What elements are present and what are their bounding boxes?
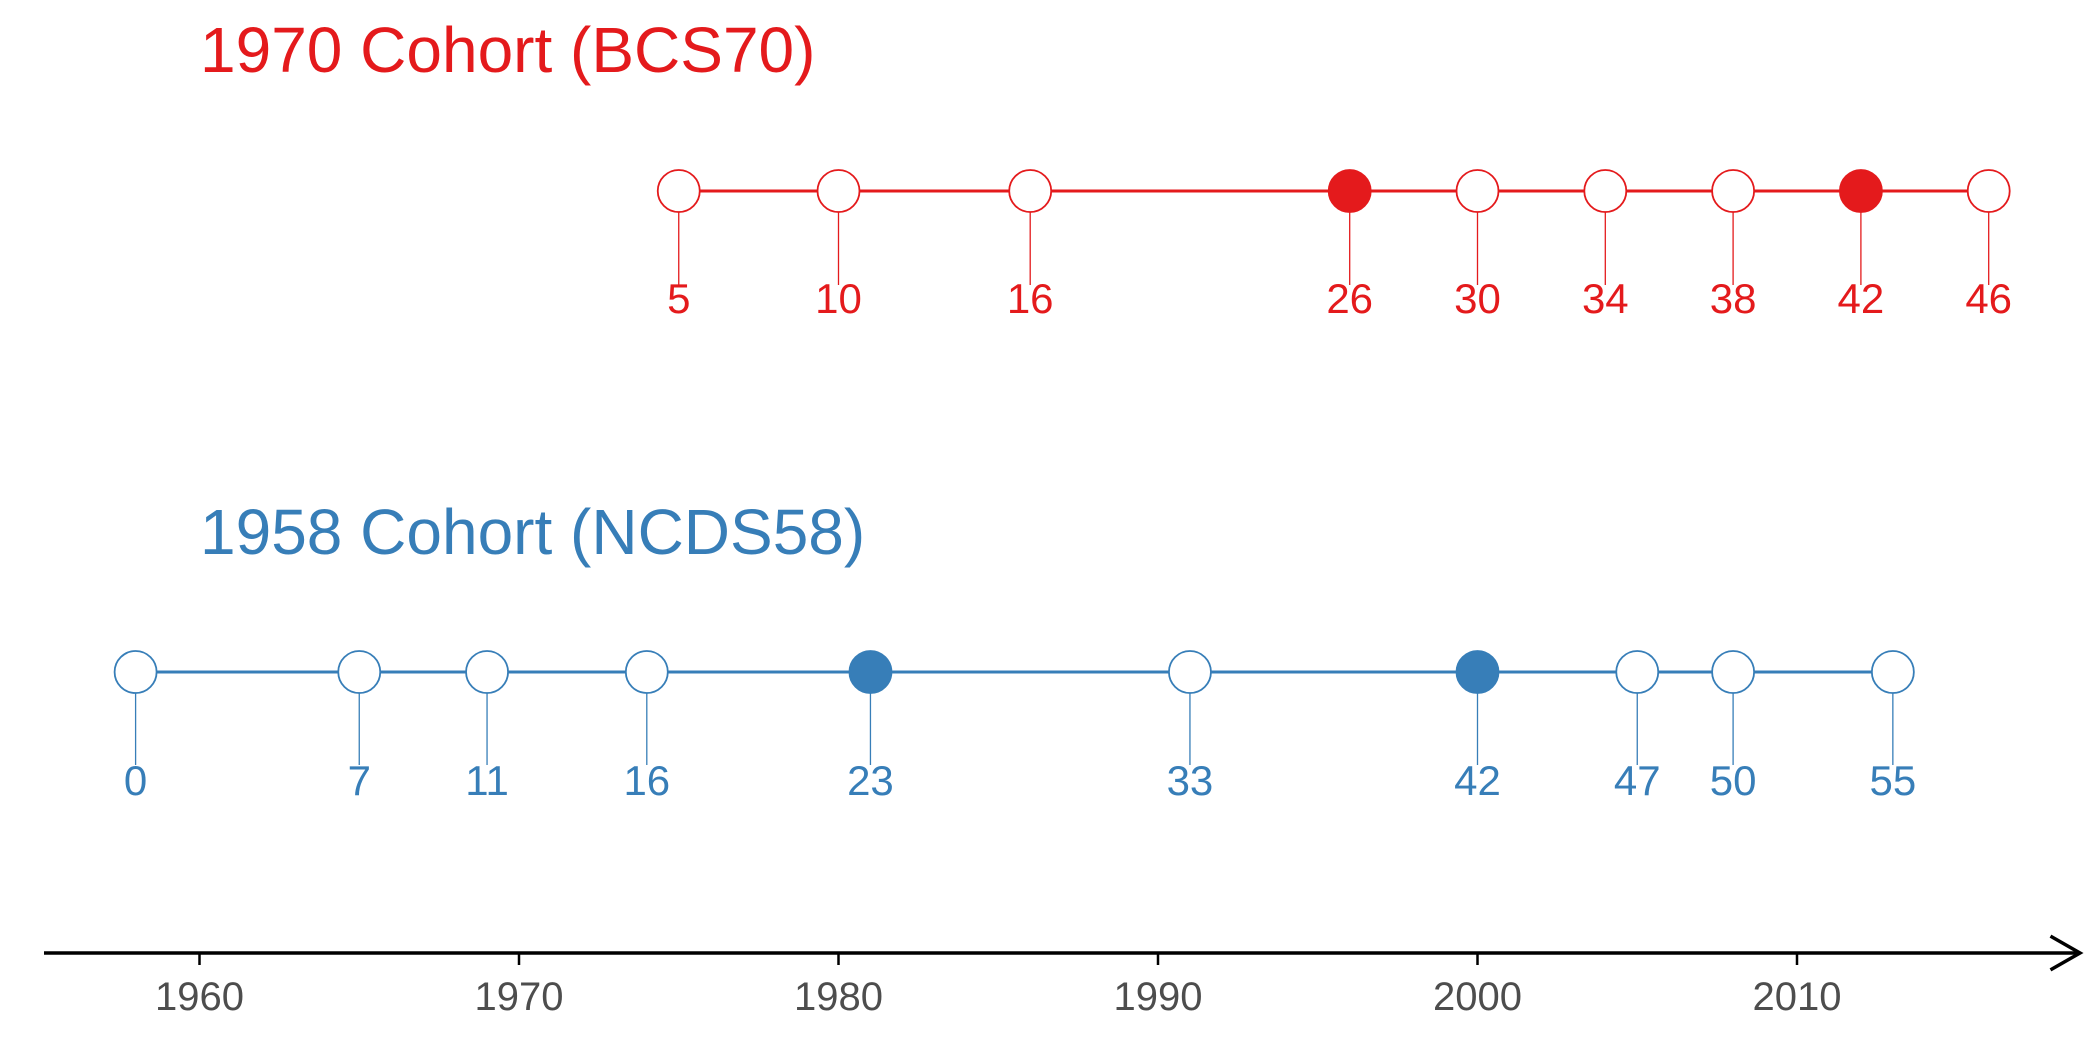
sweep-age-label: 7: [348, 757, 371, 804]
sweep-age-label: 38: [1710, 275, 1757, 322]
sweep-point-open: [1008, 169, 1053, 213]
sweep-point-open: [1966, 169, 2011, 213]
x-axis-arrow-icon: [2049, 934, 2084, 972]
sweep-age-label: 0: [124, 757, 147, 804]
x-axis-tick-label: 1960: [155, 975, 244, 1019]
sweep-point-open: [1711, 650, 1755, 694]
sweep-age-label: 23: [847, 757, 894, 804]
sweep-point-open: [1870, 650, 1915, 694]
cohort-title: 1958 Cohort (NCDS58): [200, 496, 865, 568]
sweep-point-open: [1583, 169, 1628, 213]
sweep-point-open: [656, 169, 701, 213]
x-axis-tick-label: 1970: [475, 975, 564, 1019]
sweep-point-open: [1168, 650, 1212, 694]
sweep-point-filled: [1327, 169, 1372, 213]
sweep-age-label: 42: [1454, 757, 1501, 804]
sweep-point-filled: [1455, 650, 1500, 694]
sweep-point-open: [1711, 169, 1755, 213]
sweep-age-label: 46: [1965, 275, 2012, 322]
sweep-age-label: 30: [1454, 275, 1501, 322]
sweep-age-label: 34: [1582, 275, 1629, 322]
sweep-age-label: 47: [1614, 757, 1661, 804]
sweep-point-open: [1615, 650, 1660, 694]
sweep-age-label: 42: [1838, 275, 1885, 322]
sweep-age-label: 16: [1007, 275, 1054, 322]
sweep-point-open: [465, 650, 509, 694]
sweep-point-open: [1455, 169, 1500, 213]
sweep-age-label: 50: [1710, 757, 1757, 804]
sweep-age-label: 16: [623, 757, 670, 804]
sweep-age-label: 26: [1326, 275, 1373, 322]
x-axis-tick-label: 2010: [1753, 975, 1842, 1019]
sweep-point-open: [816, 169, 861, 213]
sweep-point-filled: [1839, 169, 1883, 213]
x-axis-tick-label: 1990: [1114, 975, 1203, 1019]
sweep-point-filled: [848, 650, 893, 694]
sweep-point-open: [113, 650, 158, 694]
x-axis-tick-label: 2000: [1433, 975, 1522, 1019]
sweep-age-label: 11: [465, 757, 509, 804]
sweep-age-label: 5: [667, 275, 690, 322]
sweep-age-label: 33: [1167, 757, 1214, 804]
sweep-point-open: [624, 650, 669, 694]
sweep-age-label: 55: [1869, 757, 1916, 804]
sweep-age-label: 10: [815, 275, 862, 322]
x-axis-tick-label: 1980: [794, 975, 883, 1019]
cohort-title: 1970 Cohort (BCS70): [200, 14, 815, 86]
sweep-point-open: [337, 650, 382, 694]
